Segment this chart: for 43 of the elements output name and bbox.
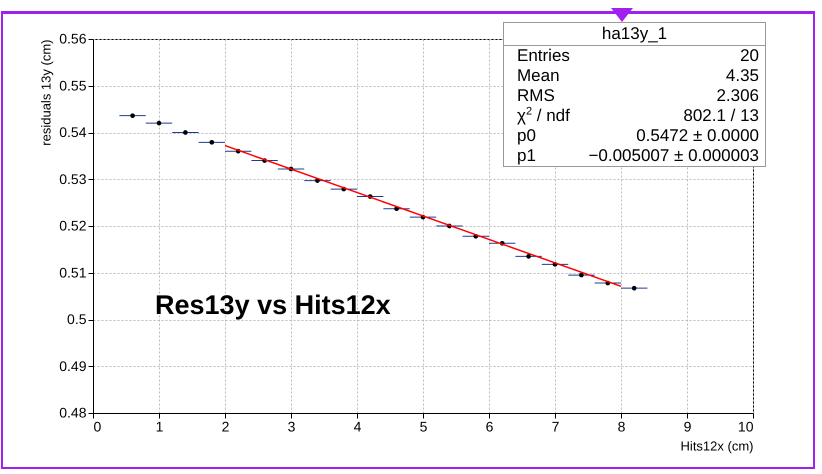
x-tick-label: 2 bbox=[222, 418, 230, 434]
annotation: Entries bbox=[517, 46, 570, 66]
annotation: RMS bbox=[517, 86, 555, 106]
x-tick-label: 4 bbox=[354, 418, 362, 434]
x-tick-label: 6 bbox=[486, 418, 494, 434]
x-tick-label: 9 bbox=[684, 418, 692, 434]
x-tick-label: 0 bbox=[94, 418, 102, 434]
y-tick-label: 0.52 bbox=[59, 218, 87, 234]
point bbox=[130, 113, 135, 118]
y-tick-label: 0.5 bbox=[67, 311, 87, 327]
annotation: −0.005007 ± 0.000003 bbox=[588, 146, 759, 166]
y-tick-label: 0.53 bbox=[59, 170, 87, 187]
x-tick-label: 5 bbox=[420, 418, 428, 434]
x-tick-label: 8 bbox=[618, 418, 626, 434]
point bbox=[156, 120, 162, 126]
annotation: 4.35 bbox=[726, 66, 759, 86]
point bbox=[209, 140, 214, 145]
x-tick-label: 10 bbox=[738, 418, 754, 434]
x-tick-label: 3 bbox=[288, 418, 296, 434]
point bbox=[183, 130, 188, 135]
x-tick-label: 1 bbox=[156, 418, 164, 434]
text: Res13y vs Hits12x bbox=[155, 290, 391, 321]
annotation: p0 bbox=[517, 126, 536, 146]
point bbox=[632, 286, 637, 291]
annotation: ha13y_1 bbox=[504, 23, 765, 46]
annotation: 802.1 / 13 bbox=[683, 106, 759, 126]
point bbox=[579, 272, 584, 278]
x-axis-title: Hits12x (cm) bbox=[680, 438, 754, 454]
y-tick-label: 0.48 bbox=[59, 404, 87, 420]
y-tick-label: 0.54 bbox=[59, 124, 87, 140]
point bbox=[526, 254, 531, 259]
y-tick-label: 0.51 bbox=[59, 264, 87, 280]
y-axis-title: residuals 13y (cm) bbox=[38, 40, 54, 146]
annotation: 0.5472 ± 0.0000 bbox=[636, 126, 759, 146]
annotation: Mean bbox=[517, 66, 560, 86]
annotation: 20 bbox=[740, 46, 759, 66]
annotation: χ$^{2}$ / ndf bbox=[517, 105, 570, 126]
y-tick-label: 0.55 bbox=[59, 77, 87, 94]
y-tick-label: 0.49 bbox=[59, 358, 87, 374]
y-tick-label: 0.56 bbox=[59, 30, 87, 46]
annotation: p1 bbox=[517, 146, 536, 166]
x-tick-label: 7 bbox=[552, 418, 560, 434]
annotation: 2.306 bbox=[716, 86, 759, 106]
